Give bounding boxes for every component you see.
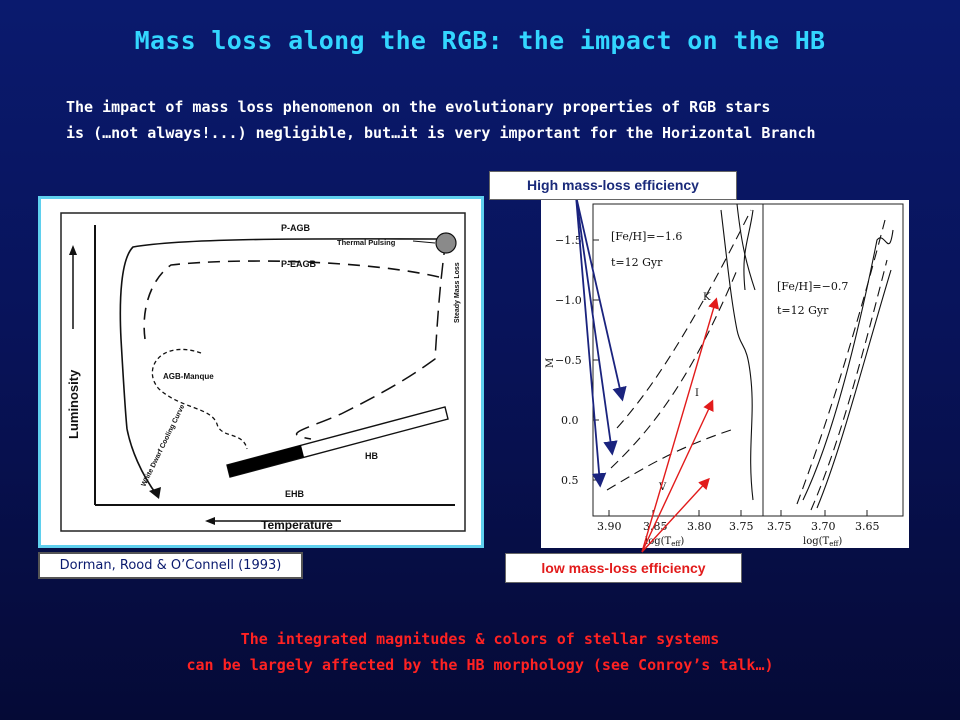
track-b-solid-1 <box>802 229 894 501</box>
x-tick-b-2: 3.65 <box>855 520 880 533</box>
track-solid-1 <box>720 209 754 501</box>
slide-title: Mass loss along the RGB: the impact on t… <box>134 26 826 55</box>
track-b-solid-2 <box>816 269 892 509</box>
x-tick-labels: 3.90 3.85 3.80 3.75 3.75 3.70 3.65 <box>597 520 880 533</box>
panel-a-tracks <box>606 203 756 501</box>
track-b-dash-1 <box>796 219 886 505</box>
schematic-frame <box>60 212 466 532</box>
panel-b-frame <box>762 203 904 517</box>
high-efficiency-label: High mass-loss efficiency <box>489 171 737 200</box>
agb-loop <box>295 238 447 440</box>
p-agb-label: P-AGB <box>281 223 311 233</box>
track-solid-2 <box>736 203 756 291</box>
x-tick-a-1: 3.85 <box>643 520 668 533</box>
thermal-pulsing-pointer <box>412 240 436 244</box>
panel-b-tracks <box>796 219 894 511</box>
x-label-a: log(Teff) <box>645 536 684 548</box>
p-agb-track <box>119 238 447 430</box>
white-dwarf-arrowhead <box>149 487 161 499</box>
y-tick-marks <box>593 239 599 481</box>
y-tick-2: −0.5 <box>555 354 582 367</box>
panel-a-frame <box>592 203 764 517</box>
hb-schematic-svg: Luminosity Temperature White Dwarf Cooli… <box>60 212 466 532</box>
y-axis-label: M <box>545 358 556 368</box>
hb-schematic-figure: Luminosity Temperature White Dwarf Cooli… <box>38 196 484 548</box>
track-label-i: I <box>695 388 699 399</box>
panel-b-feh: [Fe/H]=−0.7 <box>777 280 848 293</box>
p-eagb-label: P-EAGB <box>281 259 317 269</box>
x-tick-b-1: 3.70 <box>811 520 836 533</box>
agb-manque-label: AGB-Manque <box>163 372 214 381</box>
conclusion-line-1: The integrated magnitudes & colors of st… <box>240 630 720 648</box>
track-b-dash-2 <box>810 259 888 511</box>
x-tick-a-0: 3.90 <box>597 520 622 533</box>
agb-manque-track <box>151 348 248 450</box>
x-tick-marks <box>608 510 868 516</box>
white-dwarf-label: White Dwarf Cooling Curve <box>141 404 187 488</box>
conclusion-line-2: can be largely affected by the HB morpho… <box>186 656 774 674</box>
ehb-label: EHB <box>285 489 305 499</box>
panel-b-age: t=12 Gyr <box>777 304 829 317</box>
low-efficiency-label: low mass-loss efficiency <box>505 553 742 583</box>
panel-a-age: t=12 Gyr <box>611 256 663 269</box>
white-dwarf-curve <box>126 428 158 496</box>
track-dash-3 <box>606 429 732 491</box>
intro-line-1: The impact of mass loss phenomenon on th… <box>66 98 771 116</box>
x-tick-b-0: 3.75 <box>767 520 792 533</box>
p-eagb-track <box>143 260 440 340</box>
thermal-pulsing-marker <box>435 232 457 254</box>
y-tick-0: −1.5 <box>555 234 582 247</box>
track-dash-2 <box>610 269 738 469</box>
thermal-pulsing-label: Thermal Pulsing <box>337 238 396 247</box>
intro-line-2: is (…not always!...) negligible, but…it … <box>66 124 816 142</box>
x-tick-a-3: 3.75 <box>729 520 754 533</box>
temperature-label: Temperature <box>261 518 333 532</box>
luminosity-label: Luminosity <box>66 369 81 439</box>
panel-a-feh: [Fe/H]=−1.6 <box>611 230 682 243</box>
track-solid-3 <box>743 209 754 291</box>
track-label-v: V <box>658 482 667 493</box>
y-tick-4: 0.5 <box>561 474 579 487</box>
intro-text: The impact of mass loss phenomenon on th… <box>66 94 946 146</box>
y-tick-1: −1.0 <box>555 294 582 307</box>
hb-tracks-svg: −1.5 −1.0 −0.5 0.0 0.5 M [Fe/H]=−1.6 t=1… <box>545 203 904 548</box>
y-tick-labels: −1.5 −1.0 −0.5 0.0 0.5 <box>555 234 582 487</box>
steady-mass-loss-label: Steady Mass Loss <box>454 262 461 323</box>
luminosity-arrowhead <box>69 245 77 255</box>
x-tick-a-2: 3.80 <box>687 520 712 533</box>
ehb-bar <box>227 445 304 477</box>
conclusion-text: The integrated magnitudes & colors of st… <box>0 626 960 678</box>
track-label-k: K <box>703 292 711 303</box>
hb-label: HB <box>365 451 378 461</box>
x-label-b: log(Teff) <box>803 536 842 548</box>
temperature-arrowhead <box>205 517 215 525</box>
hb-tracks-figure: −1.5 −1.0 −0.5 0.0 0.5 M [Fe/H]=−1.6 t=1… <box>541 200 909 548</box>
y-tick-3: 0.0 <box>561 414 579 427</box>
citation-box: Dorman, Rood & O’Connell (1993) <box>38 552 303 579</box>
